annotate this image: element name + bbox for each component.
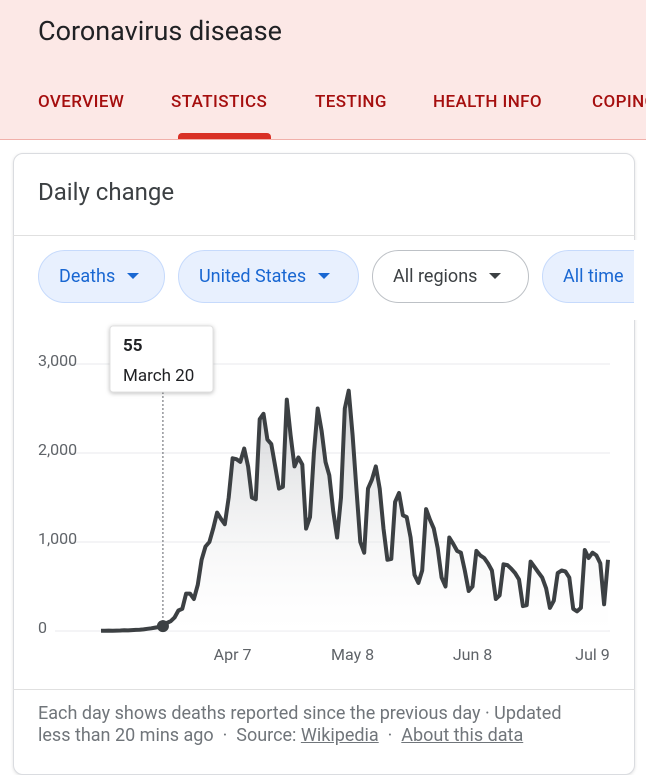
chip-label: All time — [563, 266, 624, 287]
footer-text: less than 20 mins ago — [38, 725, 214, 746]
x-tick-label: Jul 9 — [575, 645, 610, 664]
filter-chip[interactable]: United States — [178, 250, 359, 303]
tab[interactable]: HEALTH INFO — [433, 92, 543, 112]
dropdown-arrow — [127, 273, 140, 279]
tab-indicator — [178, 133, 271, 139]
y-tick-label: 3,000 — [38, 351, 77, 370]
chart: 0 1,000 2,000 3,000 Apr 7 May 8 Jun 8 Jul 9 55 Ma… — [38, 325, 610, 664]
tab[interactable]: OVERVIEW — [38, 92, 125, 112]
divider — [13, 235, 635, 236]
link[interactable]: About this data — [401, 725, 524, 746]
tab[interactable]: STATISTICS — [171, 92, 268, 112]
tooltip-date: March 20 — [123, 366, 194, 386]
tooltip — [109, 325, 214, 393]
card-title: Daily change — [38, 178, 175, 206]
y-tick-label: 1,000 — [38, 529, 77, 548]
separator: · — [387, 725, 393, 746]
area — [101, 390, 608, 631]
hover-dot — [156, 620, 169, 633]
chip-label: All regions — [393, 266, 478, 287]
separator: · — [222, 725, 228, 746]
y-tick-label: 0 — [38, 618, 47, 637]
header: Coronavirus disease OVERVIEW STATISTICS … — [0, 0, 646, 140]
link[interactable]: Wikipedia — [300, 725, 379, 746]
footer-note: Each day shows deaths reported since the… — [38, 703, 562, 724]
divider — [13, 689, 635, 690]
footer-text: Source: — [236, 725, 297, 746]
tab[interactable]: TESTING — [315, 92, 387, 112]
line — [100, 388, 610, 633]
filter-chip[interactable]: All time — [542, 250, 646, 303]
y-tick-label: 2,000 — [38, 440, 77, 459]
filter-chip[interactable]: Deaths — [38, 250, 165, 303]
chip-label: United States — [199, 266, 307, 287]
dropdown-arrow — [318, 273, 331, 279]
chip-label: Deaths — [59, 266, 116, 287]
clip — [634, 240, 646, 320]
x-tick-label: Apr 7 — [214, 645, 252, 664]
page-title: Coronavirus disease — [38, 15, 282, 47]
x-tick-label: Jun 8 — [453, 645, 492, 664]
tooltip-value: 55 — [123, 336, 143, 356]
x-tick-label: May 8 — [331, 645, 374, 664]
filter-chip[interactable]: All regions — [372, 250, 529, 303]
dropdown-arrow — [489, 273, 502, 279]
footer-note: less than 20 mins ago · Source: Wikipedi… — [38, 725, 523, 746]
tab[interactable]: COPING — [592, 92, 646, 112]
